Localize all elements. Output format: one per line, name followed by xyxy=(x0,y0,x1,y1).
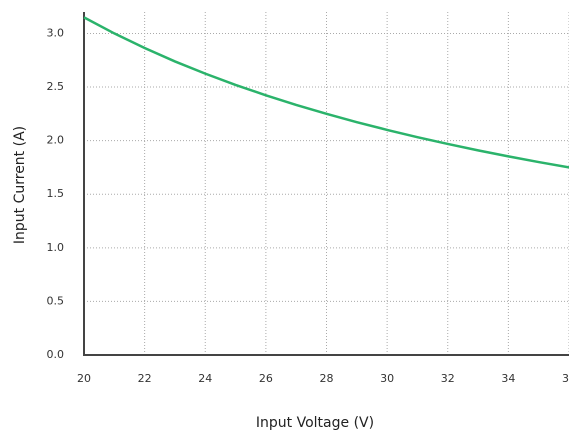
x-tick-label: 22 xyxy=(138,372,152,385)
y-tick-label: 2.0 xyxy=(47,134,65,147)
y-tick-label: 1.5 xyxy=(47,187,65,200)
x-tick-label: 32 xyxy=(441,372,455,385)
x-tick-label: 26 xyxy=(259,372,273,385)
x-tick-label: 24 xyxy=(198,372,212,385)
x-tick-label: 30 xyxy=(380,372,394,385)
data-line xyxy=(83,16,569,169)
x-tick-label: 20 xyxy=(77,372,91,385)
y-tick-label: 0.5 xyxy=(47,294,65,307)
x-tick-label: 28 xyxy=(320,372,334,385)
x-tick-label: 36 xyxy=(562,372,569,385)
y-tick-label: 1.0 xyxy=(47,241,65,254)
y-tick-label: 0.0 xyxy=(47,348,65,361)
y-axis-title: Input Current (A) xyxy=(12,126,28,244)
y-tick-label: 2.5 xyxy=(47,80,65,93)
x-axis-title: Input Voltage (V) xyxy=(256,415,374,431)
x-tick-label: 34 xyxy=(501,372,515,385)
y-tick-label: 3.0 xyxy=(47,26,65,39)
